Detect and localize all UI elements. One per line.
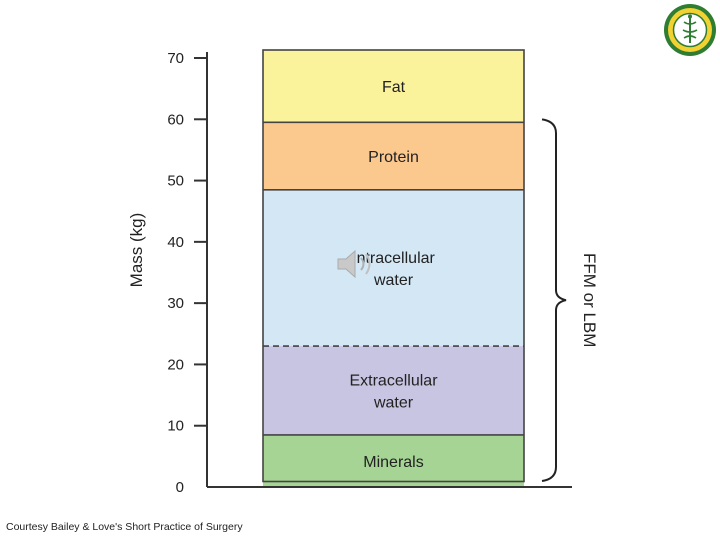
segment-label-minerals: Minerals	[363, 454, 423, 471]
y-tick-label-70: 70	[167, 50, 184, 67]
bracket-label: FFM or LBM	[580, 253, 599, 347]
bar-segment-protein	[263, 122, 524, 190]
y-axis-title: Mass (kg)	[127, 213, 146, 288]
university-seal-icon	[664, 4, 716, 56]
bar-outline	[262, 49, 525, 483]
speaker-icon[interactable]	[336, 248, 380, 280]
bar-segment-fat	[263, 50, 524, 123]
y-tick-label-40: 40	[167, 234, 184, 251]
ffm-bracket	[541, 118, 567, 482]
y-tick-label-60: 60	[167, 111, 184, 128]
segment-label-extracellular-water-2: water	[373, 394, 414, 411]
bar-segment-extracellular-water	[263, 346, 524, 435]
segment-label-extracellular-water-1: Extracellular	[349, 372, 438, 389]
y-tick-label-0: 0	[176, 479, 184, 496]
y-tick-label-50: 50	[167, 173, 184, 190]
segment-label-intracellular-water-1: Intracellular	[352, 250, 435, 267]
y-tick-label-20: 20	[167, 356, 184, 373]
segment-label-fat: Fat	[382, 79, 406, 96]
y-tick-label-10: 10	[167, 418, 184, 435]
bar-segment-minerals	[263, 434, 524, 487]
y-tick-label-30: 30	[167, 295, 184, 312]
bar-segment-intracellular-water	[263, 189, 524, 347]
segment-label-protein: Protein	[368, 149, 419, 166]
segment-label-intracellular-water-2: water	[373, 272, 414, 289]
source-caption: Courtesy Bailey & Love's Short Practice …	[6, 521, 243, 533]
